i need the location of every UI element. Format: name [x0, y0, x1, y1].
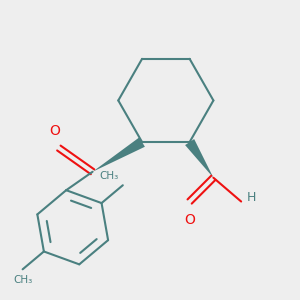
- Text: O: O: [184, 213, 195, 227]
- Text: O: O: [50, 124, 60, 138]
- Polygon shape: [92, 137, 145, 172]
- Text: CH₃: CH₃: [100, 171, 119, 181]
- Text: CH₃: CH₃: [13, 275, 32, 285]
- Polygon shape: [185, 139, 213, 178]
- Text: H: H: [247, 191, 256, 204]
